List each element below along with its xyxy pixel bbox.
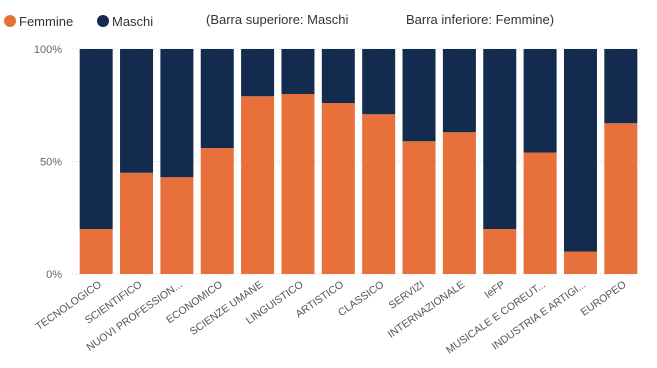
bar-femmine [402, 141, 436, 274]
y-axis: 0% 50% 100% [34, 44, 62, 281]
note-bottom-bar: Barra inferiore: Femmine) [406, 12, 554, 27]
y-tick-label: 0% [46, 269, 62, 281]
bar-maschi [402, 49, 436, 142]
x-tick-label: EUROPEO [579, 279, 629, 319]
bar-maschi [523, 49, 557, 153]
legend-label-femmine: Femmine [19, 14, 73, 29]
bar-maschi [604, 49, 638, 124]
bar-femmine [442, 132, 476, 274]
legend-marker-femmine [4, 15, 16, 27]
bar-femmine [523, 152, 557, 274]
bar-femmine [483, 229, 517, 274]
bar-femmine [362, 114, 396, 274]
bar-femmine [563, 251, 597, 274]
bar-maschi [160, 49, 194, 178]
bar-femmine [120, 172, 154, 274]
bar-maschi [563, 49, 597, 252]
bar-maschi [241, 49, 275, 97]
bar-femmine [160, 177, 194, 274]
bar-maschi [321, 49, 355, 103]
bar-femmine [321, 103, 355, 274]
bar-femmine [200, 148, 234, 274]
bar-maschi [120, 49, 154, 173]
bar-maschi [483, 49, 517, 229]
bar-femmine [241, 96, 275, 274]
bar-maschi [442, 49, 476, 133]
bar-maschi [200, 49, 234, 148]
legend: Femmine Maschi [4, 14, 153, 29]
bar-femmine [79, 229, 113, 274]
y-tick-label: 50% [40, 157, 62, 169]
x-tick-label: CLASSICO [336, 279, 386, 319]
bars [79, 49, 638, 274]
y-tick-label: 100% [34, 44, 62, 56]
bar-femmine [604, 123, 638, 274]
legend-marker-maschi [97, 15, 109, 27]
x-tick-label: IeFP [482, 279, 507, 302]
x-tick-label: SCIENZE UMANE [188, 279, 266, 338]
bar-maschi [79, 49, 113, 229]
x-tick-label: TECNOLOGICO [33, 279, 103, 333]
bar-maschi [281, 49, 315, 94]
bar-femmine [281, 94, 315, 274]
legend-label-maschi: Maschi [112, 14, 153, 29]
note-top-bar: (Barra superiore: Maschi [206, 12, 348, 27]
bar-maschi [362, 49, 396, 115]
